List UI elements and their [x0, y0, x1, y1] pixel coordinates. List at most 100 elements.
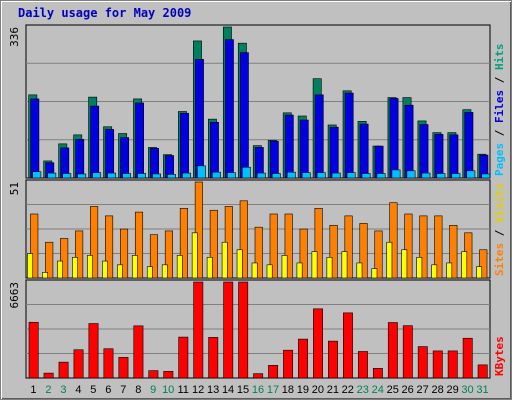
x-tick-label: 6 [105, 384, 111, 396]
bar-pages [436, 173, 446, 179]
bar-files [389, 98, 399, 179]
x-tick-label: 3 [60, 384, 66, 396]
bar-sites [344, 215, 353, 279]
bar-pages [256, 172, 266, 179]
bar-files [224, 39, 234, 179]
bar-kbytes [447, 350, 458, 379]
bar-files [299, 119, 309, 179]
bar-kbytes [148, 370, 159, 379]
bar-pages [331, 172, 341, 179]
bar-sites [314, 208, 323, 279]
panel-1: 336 Pages / Files / Hits [8, 24, 506, 179]
bar-sites [90, 206, 99, 279]
legend-entry: / [493, 223, 506, 243]
bar-pages [451, 173, 461, 179]
x-tick-label: 1 [30, 384, 36, 396]
bar-sites [149, 234, 159, 279]
bar-visits [42, 272, 49, 279]
bar-files [359, 123, 369, 179]
bar-kbytes [253, 373, 264, 379]
bar-kbytes [103, 348, 114, 379]
bar-sites [404, 213, 413, 279]
bar-pages [32, 171, 42, 179]
bar-pages [481, 173, 491, 179]
bar-files [105, 129, 115, 179]
series-legend: KBytes [493, 336, 506, 376]
series-legend: Sites / Visits [493, 183, 506, 276]
x-tick-label: 13 [207, 384, 219, 396]
legend-entry: / [493, 70, 506, 90]
bar-visits [311, 251, 318, 279]
bar-pages [226, 172, 236, 179]
bar-files [195, 59, 204, 179]
x-tick-label: 28 [431, 384, 443, 396]
bar-sites [164, 230, 173, 279]
x-tick-label: 5 [90, 384, 96, 396]
bar-pages [316, 172, 326, 179]
x-tick-label: 19 [297, 384, 309, 396]
bar-sites [45, 241, 54, 279]
bar-files [404, 104, 414, 179]
bar-visits [72, 256, 78, 279]
bar-kbytes [43, 372, 54, 379]
bar-pages [122, 173, 132, 179]
x-tick-label: 21 [327, 384, 339, 396]
x-tick-label: 14 [222, 384, 234, 396]
bar-sites [179, 208, 188, 279]
bar-pages [47, 172, 57, 179]
bar-visits [57, 260, 63, 279]
bar-pages [286, 171, 296, 179]
bar-visits [102, 260, 108, 279]
bar-pages [182, 172, 191, 179]
bar-sites [30, 213, 39, 279]
bar-files [210, 121, 219, 179]
bar-sites [209, 209, 218, 279]
x-tick-label: 2 [45, 384, 51, 396]
bar-pages [301, 172, 311, 179]
x-tick-label: 18 [282, 384, 294, 396]
bar-kbytes [357, 351, 368, 379]
bar-files [75, 139, 85, 179]
bar-kbytes [223, 281, 234, 379]
x-tick-label: 30 [461, 384, 473, 396]
bar-sites [105, 215, 114, 279]
bar-pages [271, 173, 281, 179]
bar-visits [251, 262, 258, 279]
bar-sites [239, 200, 248, 279]
legend-entry: KBytes [493, 336, 506, 376]
bar-kbytes [313, 308, 323, 379]
bar-visits [446, 262, 453, 279]
bar-pages [391, 169, 401, 179]
x-tick-label: 27 [417, 384, 429, 396]
bar-pages [421, 172, 431, 179]
bar-sites [479, 249, 488, 279]
bar-pages [137, 173, 147, 179]
bar-visits [326, 256, 333, 279]
bar-pages [241, 166, 251, 179]
bar-files [434, 134, 444, 179]
bar-visits [27, 253, 34, 279]
bar-files [239, 52, 249, 179]
bar-pages [346, 172, 356, 179]
bar-files [269, 140, 279, 179]
x-tick-label: 22 [342, 384, 354, 396]
bar-pages [92, 172, 102, 179]
bar-files [180, 112, 189, 179]
bar-kbytes [417, 346, 428, 379]
panel-2: 51 Sites / Visits [8, 179, 506, 279]
legend-entry: Pages [493, 143, 506, 176]
bar-kbytes [238, 281, 249, 379]
panel-3: 6663 KBytes [8, 279, 506, 379]
bar-files [135, 102, 145, 179]
bar-sites [389, 202, 398, 279]
bar-kbytes [372, 368, 383, 379]
bar-pages [376, 173, 386, 179]
bar-visits [431, 264, 438, 279]
bar-sites [329, 224, 338, 279]
bar-kbytes [163, 371, 174, 379]
bar-kbytes [328, 340, 338, 379]
bar-kbytes [343, 312, 353, 379]
bar-sites [254, 226, 263, 279]
bar-visits [206, 256, 213, 279]
